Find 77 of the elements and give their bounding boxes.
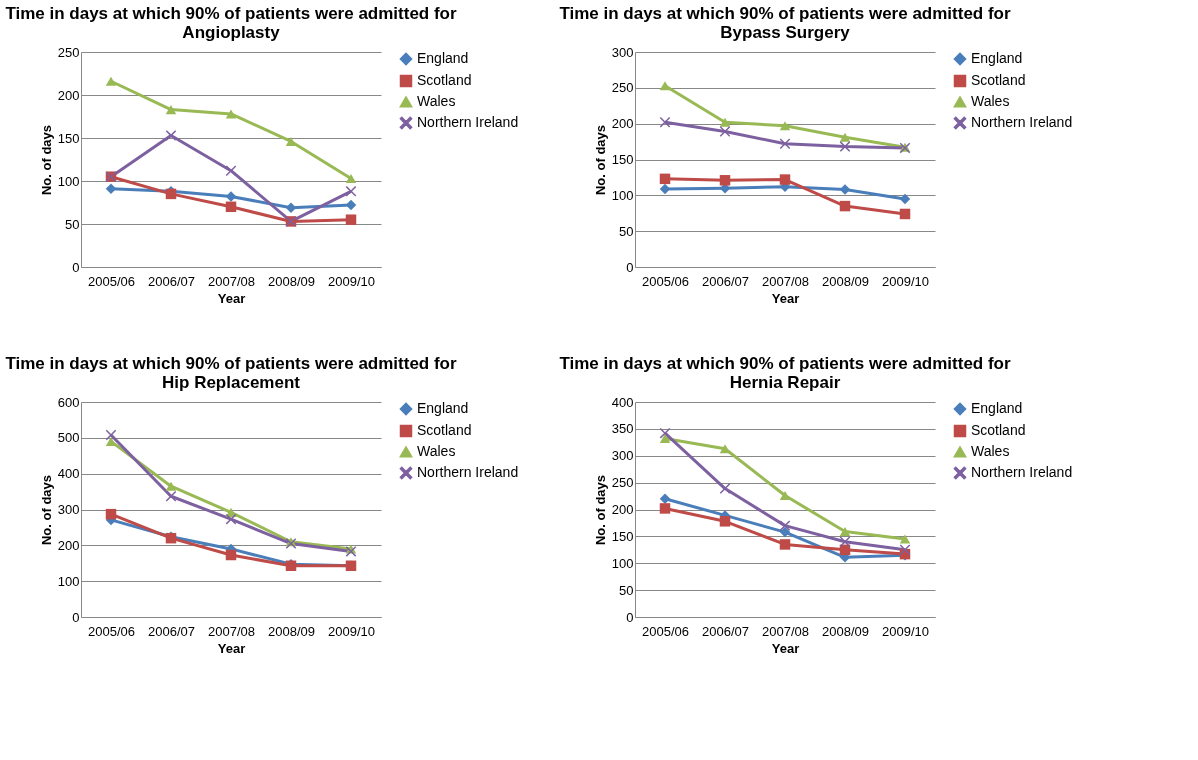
y-tick-label: 250 (57, 44, 80, 60)
x-tick-label: 2009/10 (328, 273, 375, 289)
x-tick-label: 2008/09 (268, 273, 315, 289)
y-tick-label: 600 (57, 394, 80, 410)
x-tick-label: 2009/10 (328, 623, 375, 639)
x-tick-label: 2007/08 (208, 273, 255, 289)
y-tick-label: 0 (72, 609, 80, 625)
x-axis-title: Year (217, 640, 246, 656)
y-tick-label: 200 (611, 502, 634, 517)
y-tick-label: 200 (57, 537, 80, 553)
legend-label: Northern Ireland (971, 464, 1073, 480)
y-tick-label: 0 (626, 609, 634, 625)
x-tick-label: 2009/10 (882, 273, 929, 289)
legend-label: Wales (417, 93, 456, 109)
y-tick-label: 250 (611, 475, 634, 491)
legend-label: Scotland (417, 422, 472, 438)
x-tick-label: 2006/07 (702, 623, 749, 639)
x-tick-label: 2005/06 (642, 273, 689, 289)
x-axis-title: Year (771, 640, 800, 656)
y-tick-label: 150 (611, 152, 634, 167)
y-tick-label: 300 (611, 448, 634, 464)
legend-label: England (971, 400, 1023, 416)
y-tick-label: 400 (611, 394, 634, 410)
x-tick-label: 2006/07 (148, 623, 195, 639)
x-tick-label: 2005/06 (642, 623, 689, 639)
y-tick-label: 150 (57, 130, 80, 146)
x-tick-label: 2007/08 (762, 623, 809, 639)
y-tick-label: 100 (57, 173, 80, 189)
legend-label: England (971, 50, 1023, 66)
y-tick-label: 100 (611, 555, 634, 571)
y-tick-label: 0 (626, 259, 634, 275)
chart-title: Time in days at which 90% of patients were admitted for Hernia Repair (559, 354, 1011, 392)
legend-label: England (417, 50, 469, 66)
y-tick-label: 500 (57, 430, 80, 446)
y-tick-label: 350 (611, 421, 634, 437)
x-tick-label: 2005/06 (88, 623, 135, 639)
x-tick-label: 2006/07 (702, 273, 749, 289)
legend-label: Wales (971, 93, 1010, 109)
y-tick-label: 50 (619, 582, 634, 598)
legend-label: Scotland (971, 72, 1026, 88)
y-axis-title: No. of days (38, 124, 54, 196)
legend-label: Northern Ireland (971, 114, 1073, 130)
x-tick-label: 2007/08 (208, 623, 255, 639)
x-tick-label: 2008/09 (822, 623, 869, 639)
x-axis-title: Year (217, 290, 246, 306)
chart-title: Time in days at which 90% of patients were admitted for Angioplasty (5, 4, 457, 42)
legend-label: Wales (417, 443, 456, 459)
y-tick-label: 400 (57, 466, 80, 482)
y-tick-label: 200 (611, 116, 634, 132)
y-tick-label: 50 (65, 216, 80, 232)
x-tick-label: 2009/10 (882, 623, 929, 639)
legend-label: England (417, 400, 469, 416)
y-tick-label: 0 (72, 259, 80, 275)
y-tick-label: 100 (611, 187, 634, 203)
x-axis-title: Year (771, 290, 800, 306)
legend-label: Scotland (971, 422, 1026, 438)
y-axis-title: No. of days (38, 474, 54, 546)
y-tick-label: 100 (57, 573, 80, 589)
y-axis-title: No. of days (592, 474, 608, 546)
y-tick-label: 250 (611, 80, 634, 96)
y-tick-label: 300 (611, 44, 634, 60)
x-tick-label: 2005/06 (88, 273, 135, 289)
x-tick-label: 2008/09 (268, 623, 315, 639)
x-tick-label: 2007/08 (762, 273, 809, 289)
y-tick-label: 200 (57, 87, 80, 103)
x-tick-label: 2008/09 (822, 273, 869, 289)
legend-label: Northern Ireland (417, 464, 519, 480)
legend-label: Scotland (417, 72, 472, 88)
y-axis-title: No. of days (592, 124, 608, 196)
chart-title: Time in days at which 90% of patients were admitted for Hip Replacement (5, 354, 457, 392)
y-tick-label: 300 (57, 502, 80, 517)
legend-label: Northern Ireland (417, 114, 519, 130)
y-tick-label: 150 (611, 528, 634, 544)
chart-title: Time in days at which 90% of patients were admitted for Bypass Surgery (559, 4, 1011, 42)
y-tick-label: 50 (619, 223, 634, 239)
x-tick-label: 2006/07 (148, 273, 195, 289)
legend-label: Wales (971, 443, 1010, 459)
